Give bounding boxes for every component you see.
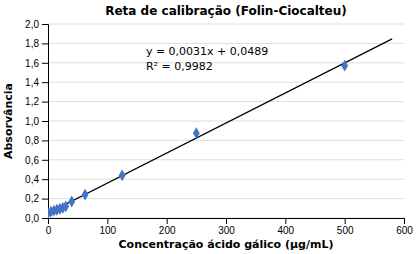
y-tick-mark	[42, 199, 48, 200]
y-tick: 1,4	[25, 77, 48, 88]
x-tick: 100	[99, 218, 116, 236]
grid-line	[48, 159, 404, 160]
x-axis-title: Concentração ácido gálico (µg/mL)	[119, 238, 334, 251]
y-tick-label: 1,0	[25, 116, 39, 127]
y-tick-mark	[42, 140, 48, 141]
annotation: y = 0,0031x + 0,0489 R² = 0,9982	[146, 45, 268, 73]
x-tick-label: 0	[46, 225, 52, 236]
y-tick-mark	[42, 24, 48, 25]
y-axis-title: Absorvância	[2, 83, 15, 159]
x-tick-mark	[404, 218, 405, 224]
grid-line	[48, 82, 404, 83]
y-tick-label: 0,4	[25, 174, 39, 185]
x-tick-mark	[226, 218, 227, 224]
x-tick-mark	[285, 218, 286, 224]
y-tick-label: 1,6	[25, 58, 39, 69]
y-tick-mark	[42, 43, 48, 44]
y-axis: 0,0 0,2 0,4 0,6 0,8 1,0 1,2 1,4 1,6 1,8 2,0	[25, 19, 48, 224]
y-tick-label: 0,2	[25, 193, 39, 204]
x-tick: 500	[337, 218, 354, 236]
y-tick: 0,2	[25, 193, 48, 204]
grid	[48, 24, 404, 218]
grid-line	[48, 43, 404, 44]
grid-line	[48, 179, 404, 180]
y-tick-mark	[42, 63, 48, 64]
x-tick-label: 100	[99, 225, 116, 236]
y-tick-mark	[42, 179, 48, 180]
y-tick-label: 1,2	[25, 96, 39, 107]
x-tick: 600	[396, 218, 413, 236]
y-tick: 1,6	[25, 58, 48, 69]
title: Reta de calibração (Folin-Ciocalteu)	[105, 4, 347, 18]
y-tick: 0,0	[25, 213, 48, 224]
point	[82, 189, 89, 201]
y-tick-label: 2,0	[25, 19, 39, 30]
x-axis: 0 100 200 300 400 500 600	[46, 218, 414, 236]
y-axis-line	[42, 25, 49, 219]
point	[193, 127, 200, 139]
y-tick-mark	[42, 121, 48, 122]
y-tick-label: 1,4	[25, 77, 39, 88]
grid-line	[48, 198, 404, 199]
y-tick-mark	[42, 82, 48, 83]
grid-line	[48, 121, 404, 122]
y-tick: 1,8	[25, 38, 48, 49]
annotation-text: R² = 0,9982	[146, 60, 213, 73]
y-tick: 1,2	[25, 96, 48, 107]
y-tick: 0,4	[25, 174, 48, 185]
x-tick-label: 200	[159, 225, 176, 236]
plot: 0 100 200 300 400 500 600 0,0 0,2 0,4 0,6 0,8 1,0 1,2…	[25, 19, 413, 236]
y-tick-mark	[42, 160, 48, 161]
point	[62, 200, 69, 212]
x-tick: 400	[277, 218, 294, 236]
y-tick-label: 1,8	[25, 38, 39, 49]
grid-line	[48, 24, 404, 25]
x-tick-mark	[167, 218, 168, 224]
x-tick-label: 600	[396, 225, 413, 236]
grid-line	[48, 140, 404, 141]
point	[119, 169, 126, 181]
point	[68, 196, 75, 208]
y-tick-label: 0,6	[25, 155, 39, 166]
regression-line	[48, 39, 392, 213]
marks	[48, 39, 392, 218]
x-tick-mark	[345, 218, 346, 224]
x-axis-line	[49, 219, 405, 225]
x-tick-label: 400	[277, 225, 294, 236]
x-tick-label: 300	[218, 225, 235, 236]
y-tick: 1,0	[25, 116, 48, 127]
x-tick: 0	[46, 218, 52, 236]
grid-line	[48, 62, 404, 63]
point	[341, 60, 348, 72]
y-tick-label: 0,8	[25, 135, 39, 146]
grid-line	[48, 101, 404, 102]
annotation-text: y = 0,0031x + 0,0489	[146, 45, 268, 58]
y-tick: 0,8	[25, 135, 48, 146]
x-tick-mark	[107, 218, 108, 224]
chart: 0 100 200 300 400 500 600 0,0 0,2 0,4 0,6 0,8 1,0 1,2…	[0, 0, 418, 254]
y-tick-label: 0,0	[25, 213, 39, 224]
x-tick: 200	[159, 218, 176, 236]
y-tick: 0,6	[25, 155, 48, 166]
y-tick-mark	[42, 102, 48, 103]
y-tick: 2,0	[25, 19, 48, 30]
x-tick-label: 500	[337, 225, 354, 236]
x-tick: 300	[218, 218, 235, 236]
y-tick-mark	[42, 218, 48, 219]
